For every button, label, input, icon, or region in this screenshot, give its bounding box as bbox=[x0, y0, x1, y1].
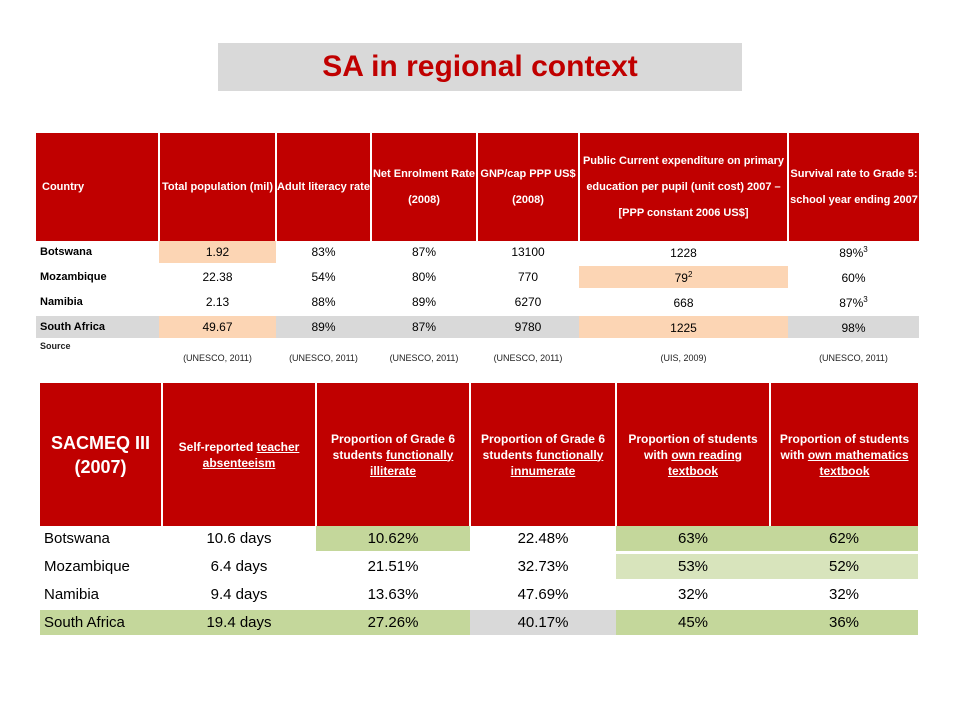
gnp-cell: 13100 bbox=[477, 241, 579, 266]
innumerate-cell: 32.73% bbox=[470, 552, 616, 582]
header-literacy: Adult literacy rate bbox=[276, 133, 372, 241]
header-country: Country bbox=[36, 133, 160, 241]
source-cell: (UNESCO, 2011) bbox=[389, 353, 459, 363]
header-enrolment: Net Enrolment Rate (2008) bbox=[371, 133, 478, 241]
innumerate-cell: 22.48% bbox=[470, 526, 616, 554]
country-cell: South Africa bbox=[36, 314, 159, 341]
population-cell: 49.67 bbox=[159, 314, 276, 341]
table-row: Botswana 10.6 days 10.62% 22.48% 63% 62% bbox=[40, 526, 918, 554]
source-cell: (UNESCO, 2011) bbox=[183, 353, 252, 363]
literacy-cell: 54% bbox=[276, 264, 371, 291]
innumerate-cell: 40.17% bbox=[470, 608, 616, 638]
survival-cell: 98% bbox=[788, 314, 919, 341]
country-cell: South Africa bbox=[40, 608, 162, 638]
absenteeism-cell: 9.4 days bbox=[162, 580, 316, 610]
math-cell: 62% bbox=[770, 526, 918, 554]
header-math-textbook: Proportion of students with own mathemat… bbox=[770, 383, 918, 526]
population-cell: 22.38 bbox=[159, 264, 276, 291]
country-cell: Namibia bbox=[36, 289, 159, 316]
source-cell: (UNESCO, 2011) bbox=[493, 353, 563, 363]
absenteeism-cell: 10.6 days bbox=[162, 526, 316, 554]
country-cell: Mozambique bbox=[36, 264, 159, 291]
table-row: Mozambique 22.38 54% 80% 770 792 60% bbox=[36, 264, 919, 291]
expenditure-cell: 668 bbox=[579, 289, 788, 316]
table-row: Namibia 9.4 days 13.63% 47.69% 32% 32% bbox=[40, 580, 918, 610]
gnp-cell: 770 bbox=[477, 264, 579, 291]
population-cell: 1.92 bbox=[159, 241, 276, 266]
country-cell: Botswana bbox=[36, 241, 159, 266]
reading-cell: 32% bbox=[616, 580, 770, 610]
enrolment-cell: 87% bbox=[371, 314, 477, 341]
table-row: Botswana 1.92 83% 87% 13100 1228 89%3 bbox=[36, 241, 919, 266]
literacy-cell: 89% bbox=[276, 314, 371, 341]
expenditure-cell: 792 bbox=[579, 264, 788, 291]
reading-cell: 45% bbox=[616, 608, 770, 638]
sacmeq-title: SACMEQ III (2007) bbox=[40, 383, 163, 526]
survival-cell: 87%3 bbox=[788, 289, 919, 316]
math-cell: 36% bbox=[770, 608, 918, 638]
page-title: SA in regional context bbox=[322, 50, 638, 83]
gnp-cell: 6270 bbox=[477, 289, 579, 316]
illiterate-cell: 21.51% bbox=[316, 552, 470, 582]
country-cell: Mozambique bbox=[40, 552, 162, 582]
header-gnp: GNP/cap PPP US$ (2008) bbox=[477, 133, 580, 241]
math-cell: 32% bbox=[770, 580, 918, 610]
expenditure-cell: 1225 bbox=[579, 314, 788, 341]
enrolment-cell: 80% bbox=[371, 264, 477, 291]
math-cell: 52% bbox=[770, 552, 918, 582]
header-innumerate: Proportion of Grade 6 students functiona… bbox=[470, 383, 617, 526]
country-cell: Namibia bbox=[40, 580, 162, 610]
regional-context-table: Country Total population (mil) Adult lit… bbox=[36, 133, 919, 363]
illiterate-cell: 27.26% bbox=[316, 608, 470, 638]
table-row: Mozambique 6.4 days 21.51% 32.73% 53% 52… bbox=[40, 552, 918, 582]
table2-header-row: SACMEQ III (2007) Self-reported teacher … bbox=[40, 383, 918, 526]
reading-cell: 53% bbox=[616, 552, 770, 582]
illiterate-cell: 13.63% bbox=[316, 580, 470, 610]
header-expenditure: Public Current expenditure on primary ed… bbox=[579, 133, 789, 241]
absenteeism-cell: 6.4 days bbox=[162, 552, 316, 582]
country-cell: Botswana bbox=[40, 526, 162, 554]
innumerate-cell: 47.69% bbox=[470, 580, 616, 610]
absenteeism-cell: 19.4 days bbox=[162, 608, 316, 638]
header-population: Total population (mil) bbox=[159, 133, 277, 241]
gnp-cell: 9780 bbox=[477, 314, 579, 341]
enrolment-cell: 89% bbox=[371, 289, 477, 316]
illiterate-cell: 10.62% bbox=[316, 526, 470, 554]
source-cell: (UNESCO, 2011) bbox=[289, 353, 358, 363]
header-reading-textbook: Proportion of students with own reading … bbox=[616, 383, 771, 526]
source-cell: (UNESCO, 2011) bbox=[819, 353, 888, 363]
table1-header-row: Country Total population (mil) Adult lit… bbox=[36, 133, 919, 241]
literacy-cell: 88% bbox=[276, 289, 371, 316]
source-cell: (UIS, 2009) bbox=[660, 353, 707, 363]
header-illiterate: Proportion of Grade 6 students functiona… bbox=[316, 383, 471, 526]
population-cell: 2.13 bbox=[159, 289, 276, 316]
table-row: South Africa 19.4 days 27.26% 40.17% 45%… bbox=[40, 608, 918, 638]
header-survival: Survival rate to Grade 5: school year en… bbox=[788, 133, 919, 241]
title-banner: SA in regional context bbox=[218, 43, 742, 91]
sacmeq-table: SACMEQ III (2007) Self-reported teacher … bbox=[40, 383, 918, 638]
table-row: Namibia 2.13 88% 89% 6270 668 87%3 bbox=[36, 289, 919, 316]
enrolment-cell: 87% bbox=[371, 241, 477, 266]
header-absenteeism: Self-reported teacher absenteeism bbox=[162, 383, 317, 526]
expenditure-cell: 1228 bbox=[579, 241, 788, 266]
survival-cell: 60% bbox=[788, 264, 919, 291]
source-row: Source (UNESCO, 2011) (UNESCO, 2011) (UN… bbox=[36, 340, 919, 363]
reading-cell: 63% bbox=[616, 526, 770, 554]
source-label: Source bbox=[40, 341, 71, 351]
table-row: South Africa 49.67 89% 87% 9780 1225 98% bbox=[36, 314, 919, 341]
survival-cell: 89%3 bbox=[788, 241, 919, 266]
literacy-cell: 83% bbox=[276, 241, 371, 266]
